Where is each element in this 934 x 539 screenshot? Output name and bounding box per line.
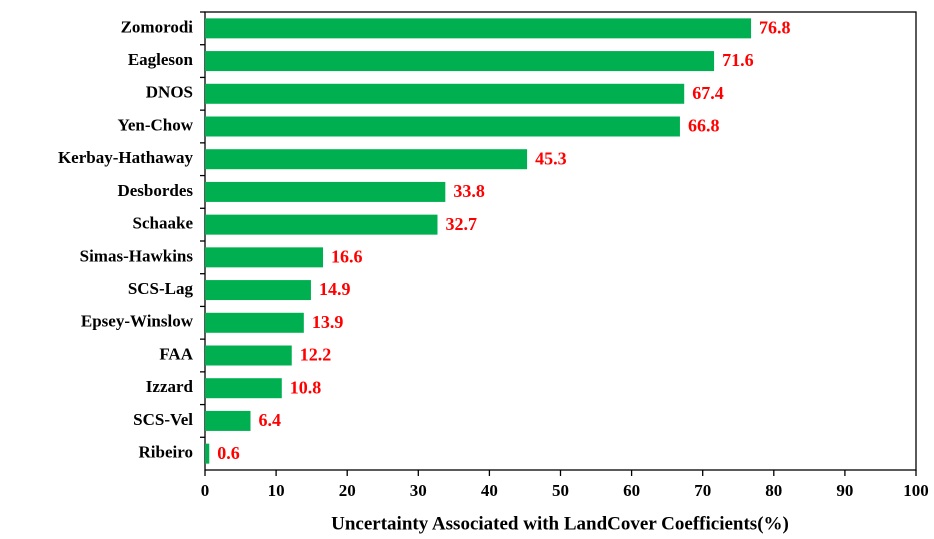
- bar: [205, 116, 680, 137]
- y-tick-label: FAA: [159, 344, 193, 363]
- value-label: 33.8: [453, 181, 485, 201]
- x-tick-label: 60: [623, 481, 640, 500]
- value-label: 76.8: [759, 17, 791, 37]
- bar: [205, 410, 251, 431]
- value-label: 10.8: [290, 377, 322, 397]
- y-tick-label: Eagleson: [128, 50, 194, 69]
- x-tick-label: 0: [201, 481, 210, 500]
- bar: [205, 280, 311, 301]
- value-label: 0.6: [217, 443, 240, 463]
- bar: [205, 247, 324, 268]
- value-label: 16.6: [331, 246, 363, 266]
- bar: [205, 378, 282, 399]
- value-label: 45.3: [535, 148, 567, 168]
- y-tick-label: Simas-Hawkins: [80, 246, 194, 265]
- x-tick-label: 40: [481, 481, 498, 500]
- y-tick-label: Izzard: [146, 377, 194, 396]
- x-tick-label: 50: [552, 481, 569, 500]
- bar: [205, 83, 685, 104]
- x-tick-label: 20: [339, 481, 356, 500]
- value-label: 32.7: [445, 214, 477, 234]
- y-tick-label: SCS-Lag: [128, 279, 194, 298]
- value-label: 12.2: [300, 345, 332, 365]
- value-label: 14.9: [319, 279, 351, 299]
- y-tick-label: Ribeiro: [139, 443, 193, 462]
- value-label: 66.8: [688, 116, 720, 136]
- y-tick-label: Desbordes: [117, 181, 193, 200]
- value-label: 67.4: [692, 83, 724, 103]
- x-tick-label: 70: [694, 481, 711, 500]
- value-label: 13.9: [312, 312, 344, 332]
- plot-frame: [204, 11, 917, 471]
- x-tick-label: 80: [765, 481, 782, 500]
- x-tick-label: 90: [836, 481, 853, 500]
- x-axis-title: Uncertainty Associated with LandCover Co…: [331, 513, 789, 534]
- value-label: 71.6: [722, 50, 754, 70]
- bar: [205, 181, 446, 202]
- bar: [205, 51, 715, 72]
- y-tick-label: Zomorodi: [121, 17, 194, 36]
- bar: [205, 345, 292, 366]
- x-tick-label: 100: [903, 481, 929, 500]
- bar: [205, 18, 752, 39]
- y-tick-label: Kerbay-Hathaway: [58, 148, 194, 167]
- y-tick-label: Yen-Chow: [117, 115, 193, 134]
- value-label: 6.4: [259, 410, 282, 430]
- bar: [205, 443, 210, 464]
- x-tick-label: 10: [268, 481, 285, 500]
- y-tick-label: Epsey-Winslow: [81, 312, 194, 331]
- y-tick-label: Schaake: [133, 214, 194, 233]
- y-tick-label: SCS-Vel: [133, 410, 193, 429]
- bar: [205, 312, 304, 333]
- x-tick-label: 30: [410, 481, 427, 500]
- y-tick-label: DNOS: [146, 83, 193, 102]
- bar: [205, 149, 528, 170]
- bar: [205, 214, 438, 235]
